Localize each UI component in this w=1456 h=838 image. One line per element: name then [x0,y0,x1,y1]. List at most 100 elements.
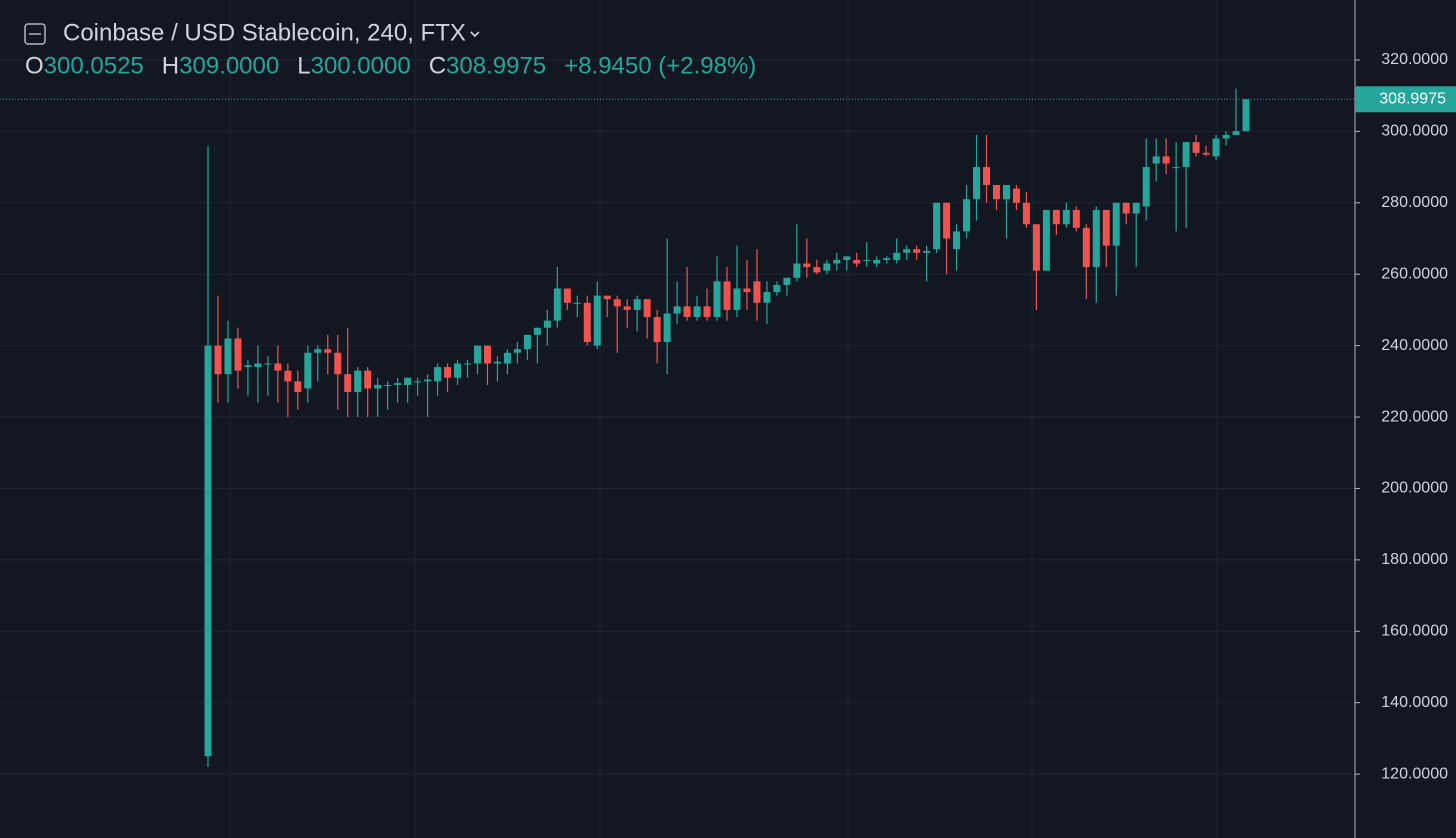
dropdown-chevron[interactable] [470,31,480,38]
candle-body [823,263,831,271]
candle-body [603,295,611,300]
candle-body [1242,99,1250,132]
candle-body [643,299,651,318]
candle-body [1202,152,1210,155]
candle-body [953,231,961,250]
candle-body [713,281,721,318]
candle-body [483,345,491,364]
candle-body [294,381,302,393]
candle-body [983,167,990,185]
y-tick-label: 260.0000 [1381,265,1448,282]
candle-body [1142,167,1150,207]
candle-body [473,345,481,364]
y-tick-label: 140.0000 [1381,694,1448,711]
candle-body [1012,188,1020,203]
candle-body [1222,134,1230,139]
candle-body [1232,131,1240,135]
candle-body [653,317,661,343]
y-tick-label: 220.0000 [1381,408,1448,425]
candle-body [593,295,601,346]
candle-body [1162,156,1170,164]
candle-body [493,361,501,364]
candle-body [1002,184,1010,200]
candle-body [374,384,382,389]
candle-body [1132,202,1140,214]
candle-body [1062,209,1070,225]
candle-body [1212,138,1220,157]
candle-body [304,352,312,389]
last-price-box [1355,86,1456,113]
candle-body [1122,202,1130,214]
candle-body [903,249,911,253]
candle-body [573,302,581,304]
legend-value: 300.0525 [44,52,144,79]
candle-body [454,363,462,378]
candle-body [334,352,342,375]
candle-body [464,363,471,365]
candle-body [1182,142,1190,168]
candle-body [733,288,741,310]
candle-body [943,202,951,239]
candle-body [833,259,841,264]
candle-body [843,256,851,260]
chart-title: Coinbase / USD Stablecoin, 240, FTX [63,19,466,46]
candle-body [753,281,761,303]
candle-body [1072,209,1080,228]
candle-body [563,288,571,303]
candle-body [234,338,242,371]
legend-key: O [25,52,44,79]
candle-body [364,370,372,389]
candle-body [1092,209,1100,268]
candle-body [1042,209,1050,271]
candle-body [893,252,901,260]
y-tick-label: 180.0000 [1381,551,1448,568]
y-tick-label: 240.0000 [1381,337,1448,354]
candle-body [1192,142,1200,153]
candle-body [853,259,861,264]
candle-body [274,363,282,371]
candle-body [204,345,212,757]
candle-body [873,259,881,264]
candle-body [1102,209,1110,246]
y-tick-label: 120.0000 [1381,765,1448,782]
candle-body [284,370,292,382]
legend-key: C [429,52,446,79]
candle-body [1172,167,1180,169]
candle-body [503,352,511,364]
candle-body [793,263,801,278]
candle-body [214,345,222,375]
candle-body [434,367,442,382]
candle-body [803,263,811,268]
candle-body [743,288,751,293]
legend-key: L [297,52,310,79]
legend-change: +8.9450 (+2.98%) [564,52,756,79]
candle-body [923,251,931,253]
legend-value: 300.0000 [311,52,411,79]
candle-body [693,306,701,318]
candle-body [424,379,432,382]
candle-body [543,320,551,328]
candle-body [663,313,671,343]
candle-body [1052,209,1060,225]
legend-icon [24,23,46,45]
y-tick-label: 300.0000 [1381,123,1448,140]
legend-value: 308.9975 [446,52,546,79]
candle-body [633,299,641,310]
candle-body [673,306,681,314]
y-tick-label: 280.0000 [1381,194,1448,211]
candle-body [523,334,531,350]
legend-key: H [162,52,179,79]
candle-body [783,277,791,285]
collapse-icon[interactable] [24,23,46,45]
candle-body [683,306,691,318]
candle-body [254,363,262,368]
candle-body [933,202,941,250]
candle-body [314,349,322,353]
y-tick-label: 320.0000 [1381,51,1448,68]
price-grid [0,59,1355,775]
candle-body [723,281,731,310]
price-axis: 120.0000 140.0000 160.0000 180.0000 200.0000… [1355,51,1456,782]
candle-body [973,167,981,200]
legend-value: 309.0000 [179,52,279,79]
